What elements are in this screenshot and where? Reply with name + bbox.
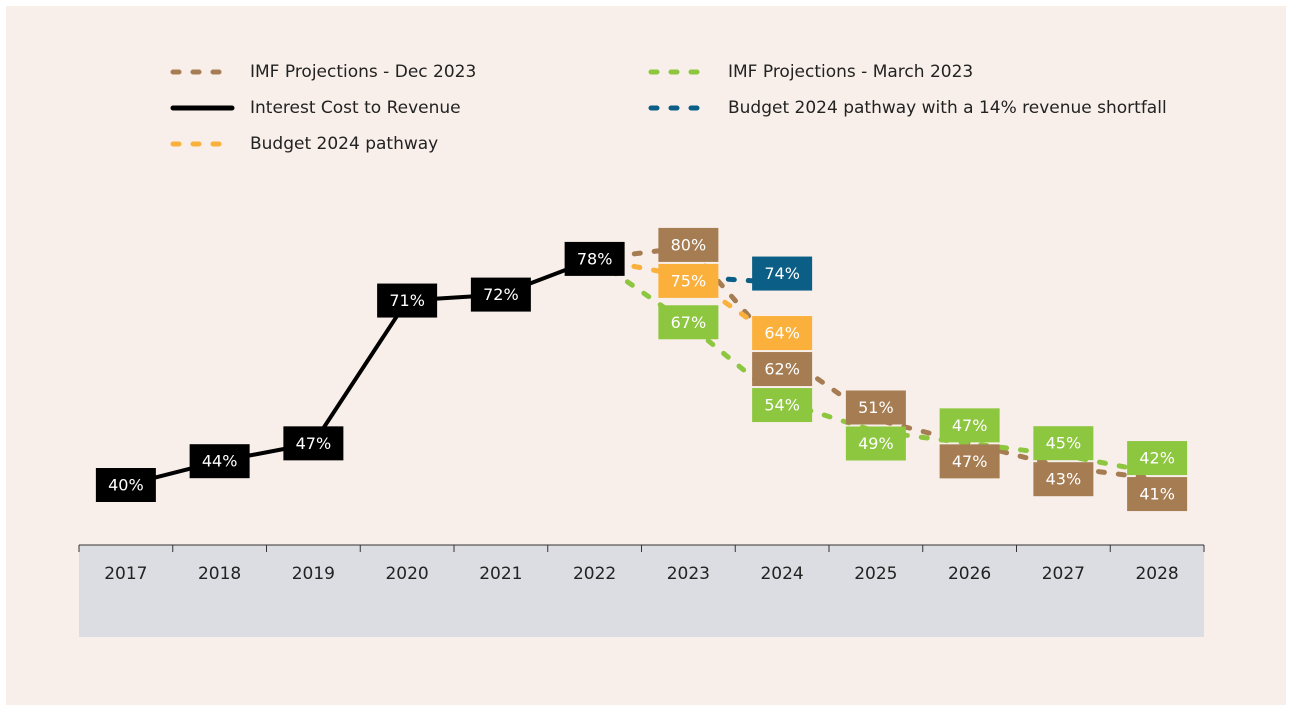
data-label: 71% xyxy=(389,291,425,310)
label-box xyxy=(658,263,719,298)
label-box xyxy=(1127,441,1188,476)
label-box xyxy=(939,444,1000,479)
label-box xyxy=(189,444,250,479)
x-tick-label: 2025 xyxy=(854,564,897,584)
legend-label: Interest Cost to Revenue xyxy=(250,98,461,118)
label-box xyxy=(564,241,625,276)
label-box xyxy=(95,468,156,502)
label-box xyxy=(752,352,813,387)
x-tick-label: 2022 xyxy=(573,564,616,584)
data-label: 67% xyxy=(671,313,707,332)
label-box xyxy=(939,408,1000,443)
data-label: 74% xyxy=(764,264,800,283)
data-label: 40% xyxy=(108,476,144,495)
x-tick-label: 2026 xyxy=(948,564,991,584)
data-label: 80% xyxy=(671,235,707,254)
x-tick-label: 2018 xyxy=(198,564,241,584)
data-label: 42% xyxy=(1139,449,1175,468)
legend-label: IMF Projections - March 2023 xyxy=(728,62,973,82)
x-tick-label: 2017 xyxy=(104,564,147,584)
legend-label: IMF Projections - Dec 2023 xyxy=(250,62,476,82)
legend-label: Budget 2024 pathway with a 14% revenue s… xyxy=(728,98,1167,118)
data-label: 75% xyxy=(671,271,707,290)
data-label: 47% xyxy=(952,452,988,471)
data-label: 47% xyxy=(952,416,988,435)
data-label: 41% xyxy=(1139,485,1175,504)
data-label: 72% xyxy=(483,285,519,304)
x-tick-label: 2027 xyxy=(1042,564,1085,584)
x-tick-label: 2021 xyxy=(479,564,522,584)
label-box xyxy=(470,277,531,312)
x-tick-label: 2028 xyxy=(1135,564,1178,584)
label-box xyxy=(377,283,438,318)
x-tick-label: 2020 xyxy=(385,564,428,584)
label-box xyxy=(845,426,906,461)
data-label: 54% xyxy=(764,396,800,415)
data-label: 64% xyxy=(764,324,800,343)
data-label: 62% xyxy=(764,360,800,379)
data-label: 43% xyxy=(1046,470,1082,489)
data-label: 51% xyxy=(858,398,894,417)
data-label: 47% xyxy=(296,434,332,453)
data-label: 49% xyxy=(858,434,894,453)
data-label: 78% xyxy=(577,249,613,268)
axis-band xyxy=(79,545,1204,637)
label-box xyxy=(1033,462,1094,497)
x-tick-label: 2019 xyxy=(292,564,335,584)
label-box xyxy=(845,390,906,425)
label-box xyxy=(658,227,719,262)
label-box xyxy=(1127,477,1188,512)
label-box xyxy=(752,316,813,351)
label-box xyxy=(658,305,719,340)
x-tick-label: 2024 xyxy=(760,564,803,584)
label-box xyxy=(1033,426,1094,461)
data-label: 44% xyxy=(202,452,238,471)
label-box xyxy=(752,256,813,291)
legend-label: Budget 2024 pathway xyxy=(250,134,438,154)
x-tick-label: 2023 xyxy=(667,564,710,584)
data-label: 45% xyxy=(1046,434,1082,453)
label-box xyxy=(752,388,813,423)
label-box xyxy=(283,426,344,461)
